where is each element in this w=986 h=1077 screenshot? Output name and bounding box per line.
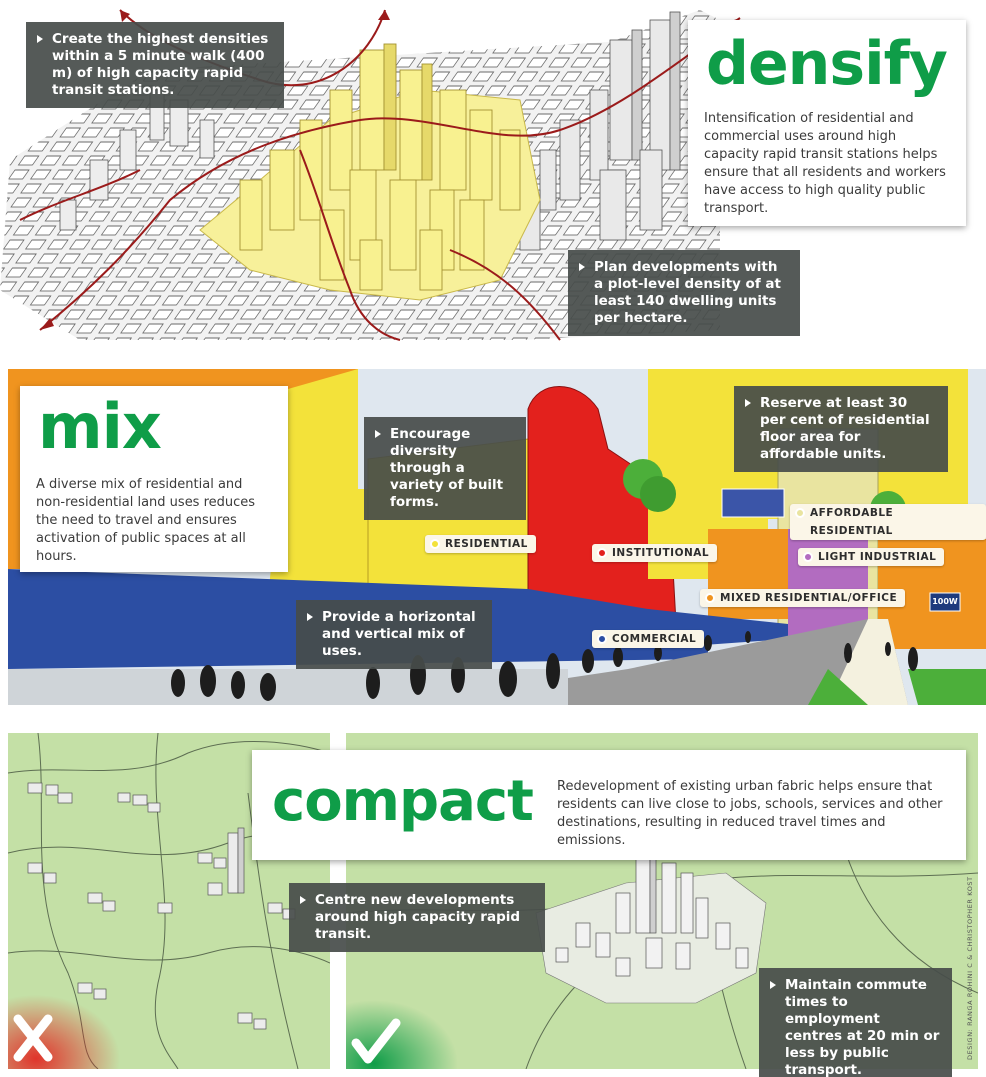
densify-body: Intensification of residential and comme… [704, 111, 946, 216]
densify-card: densify Intensification of residential a… [688, 20, 966, 226]
mix-card: mix A diverse mix of residential and non… [20, 386, 288, 572]
institutional-dot-icon [597, 548, 607, 558]
mix-callout-affordable: Reserve at least 30 per cent of resident… [734, 386, 948, 472]
mix-title: mix [38, 390, 162, 463]
compact-callout-commute-times: Maintain commute times to employment cen… [759, 968, 952, 1077]
tag-affordable-residential: AFFORDABLE RESIDENTIAL [790, 504, 986, 540]
densify-callout-plot-density: Plan developments with a plot-level dens… [568, 250, 800, 336]
mix-body: A diverse mix of residential and non-res… [36, 477, 256, 564]
compact-body: Redevelopment of existing urban fabric h… [557, 779, 943, 848]
bullet-arrow-icon [770, 981, 776, 989]
tag-residential: RESIDENTIAL [425, 535, 536, 553]
tag-commercial: COMMERCIAL [592, 630, 705, 648]
compact-card: compact Redevelopment of existing urban … [252, 750, 966, 860]
commercial-dot-icon [597, 634, 607, 644]
tag-mixed-residential-office: MIXED RESIDENTIAL/OFFICE [700, 589, 906, 607]
mixed-dot-icon [705, 593, 715, 603]
compact-callout-centre-developments: Centre new developments around high capa… [289, 883, 545, 952]
bullet-arrow-icon [307, 613, 313, 621]
bullet-arrow-icon [300, 896, 306, 904]
residential-dot-icon [430, 539, 440, 549]
densify-callout-walk: Create the highest densities within a 5 … [26, 22, 284, 108]
compact-title: compact [272, 769, 534, 834]
design-credit: DESIGN: RANGA ROHINI C & CHRISTOPHER KOS… [966, 876, 974, 1060]
mix-callout-built-forms: Encourage diversity through a variety of… [364, 417, 526, 520]
densify-panel: Create the highest densities within a 5 … [0, 0, 986, 345]
bullet-arrow-icon [375, 430, 381, 438]
compact-illustration [346, 846, 978, 1069]
affordable-dot-icon [795, 508, 805, 518]
bullet-arrow-icon [745, 399, 751, 407]
tag-light-industrial: LIGHT INDUSTRIAL [798, 548, 945, 566]
densify-title: densify [706, 29, 948, 99]
tag-institutional: INSTITUTIONAL [592, 544, 718, 562]
mix-panel: 100W mix A diverse mix of residential an… [8, 369, 986, 705]
bullet-arrow-icon [579, 263, 585, 271]
cross-icon [13, 1014, 53, 1062]
mix-callout-horizontal-vertical: Provide a horizontal and vertical mix of… [296, 600, 492, 669]
billboard-sign-text: 100W [932, 597, 958, 606]
bullet-arrow-icon [37, 35, 43, 43]
light-industrial-dot-icon [803, 552, 813, 562]
check-icon [351, 1018, 401, 1064]
